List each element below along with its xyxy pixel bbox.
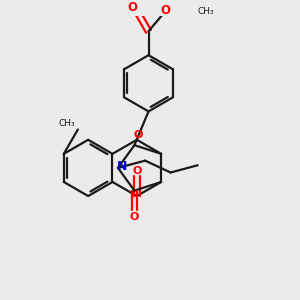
Text: O: O [130,212,139,221]
Text: O: O [127,1,137,14]
Text: O: O [160,4,170,17]
Text: O: O [134,130,143,140]
Text: O: O [132,166,142,176]
Text: CH₃: CH₃ [58,119,75,128]
Text: N: N [117,160,127,173]
Text: CH₃: CH₃ [198,7,214,16]
